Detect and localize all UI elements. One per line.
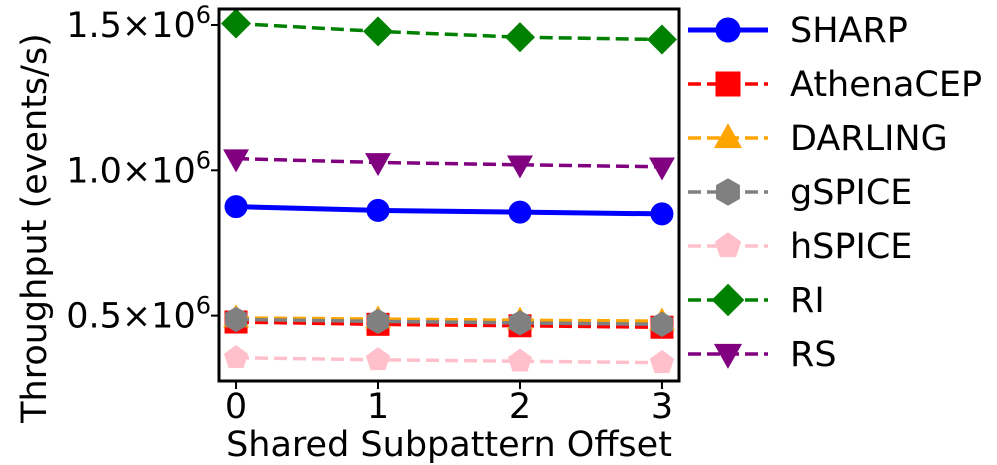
data-point [646,24,677,55]
data-point [650,202,674,226]
y-axis-label: Throughput (events/s) [15,33,55,424]
data-point [508,200,532,224]
legend-label: RS [790,335,837,375]
data-point [223,345,249,369]
axes: 0 1 2 3 0.5×106 1.0×106 1.5×106 [66,1,673,427]
legend-marker [714,232,742,258]
legend-marker [715,71,741,97]
series-gspice [225,306,673,338]
legend-item-hspice: hSPICE [688,227,912,267]
legend-marker [713,343,743,369]
data-point [504,22,535,53]
legend-item-darling: DARLING [688,119,948,159]
x-axis-label: Shared Subpattern Offset [226,425,672,465]
series-ri [221,8,677,55]
data-point [649,349,675,373]
data-point [365,153,391,177]
data-point [507,348,533,372]
series-rs [223,149,675,181]
legend-marker [716,178,740,206]
legend-item-gspice: gSPICE [688,173,912,213]
series-line [235,156,662,169]
data-point [221,8,252,39]
x-tick-label: 1 [367,387,389,427]
series-line [236,356,662,365]
legend-marker [715,17,741,43]
data-point [367,308,389,335]
data-point [650,311,673,338]
data-point [225,306,248,333]
y-tick-label: 1.5×106 [66,1,211,46]
series-hspice [223,345,675,373]
data-point [509,310,531,336]
x-tick-label: 0 [225,387,247,427]
data-point [223,149,249,173]
legend-item-sharp: SHARP [688,11,908,51]
legend-marker [713,123,743,149]
series-sharp [224,195,674,226]
legend-label: gSPICE [790,173,912,213]
plot-frame [217,7,681,383]
legend-marker [711,283,745,317]
plot-area [221,8,677,373]
y-tick-label: 0.5×106 [66,292,211,337]
series-line [236,317,662,327]
series-line [235,21,662,42]
legend-label: DARLING [790,119,948,159]
y-tick-label: 1.0×106 [66,146,211,191]
legend-label: SHARP [790,11,908,51]
legend: SHARP AthenaCEP DARLING gSPICE hSPICE RI RS [688,11,982,375]
data-point [224,195,248,219]
x-tick-label: 3 [651,387,673,427]
x-tick-label: 2 [509,387,531,427]
legend-item-athenacep: AthenaCEP [688,65,982,105]
data-point [365,347,391,371]
legend-label: RI [790,281,825,321]
data-point [366,198,390,222]
legend-item-ri: RI [688,281,825,321]
series-line [236,316,662,323]
series-line [235,204,662,217]
data-point [649,157,675,181]
data-point [507,155,533,179]
legend-label: AthenaCEP [790,65,982,105]
series-line [236,320,662,329]
legend-item-rs: RS [688,335,837,375]
data-point [363,16,394,47]
legend-label: hSPICE [790,227,912,267]
